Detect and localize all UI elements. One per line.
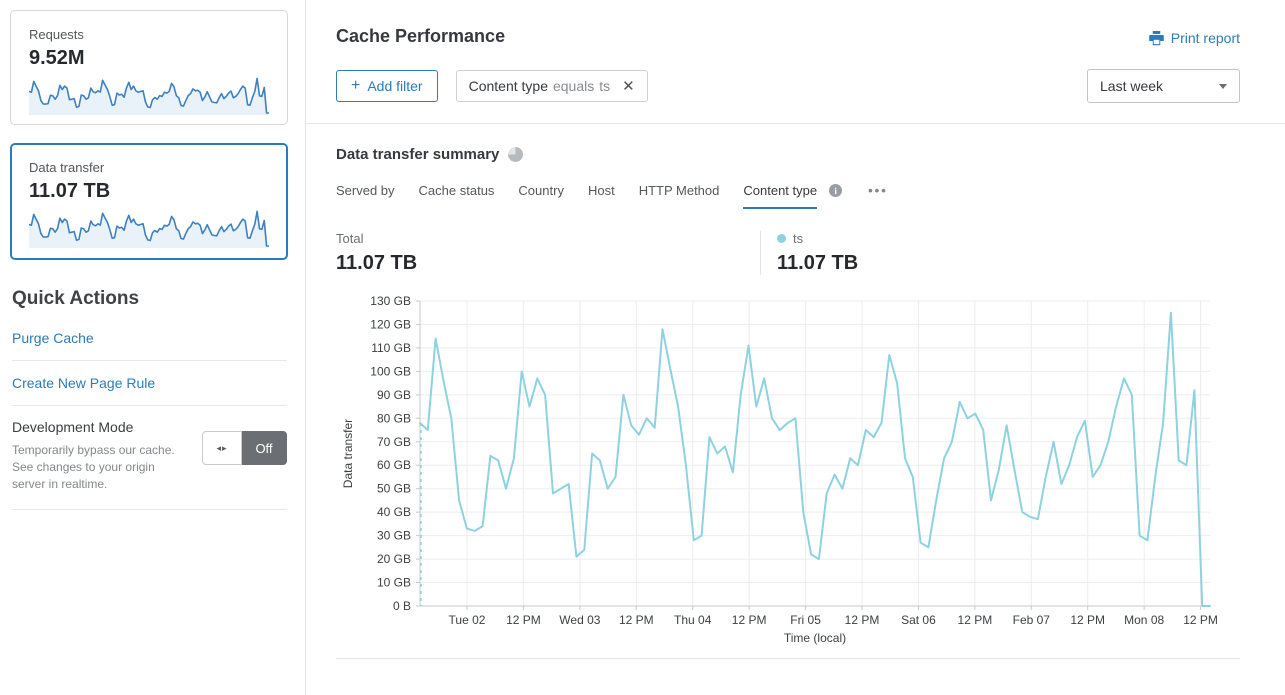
svg-text:0 B: 0 B bbox=[393, 599, 411, 613]
requests-sparkline bbox=[29, 77, 269, 115]
data-transfer-card-label: Data transfer bbox=[29, 160, 105, 175]
filter-chip-value: ts bbox=[599, 78, 611, 94]
svg-text:12 PM: 12 PM bbox=[958, 613, 993, 627]
print-report-label: Print report bbox=[1170, 30, 1240, 46]
summary-tabs: Served by Cache status Country Host HTTP… bbox=[336, 183, 1240, 209]
development-mode-toggle[interactable]: ◂▸ Off bbox=[202, 431, 287, 493]
svg-text:30 GB: 30 GB bbox=[377, 529, 411, 543]
requests-card-value: 9.52M bbox=[29, 47, 85, 69]
svg-text:Fri 05: Fri 05 bbox=[790, 613, 821, 627]
pie-timer-icon bbox=[508, 147, 524, 162]
add-filter-button[interactable]: + Add filter bbox=[336, 70, 438, 102]
create-page-rule-link[interactable]: Create New Page Rule bbox=[12, 361, 287, 406]
svg-text:70 GB: 70 GB bbox=[377, 435, 411, 449]
svg-text:Mon 08: Mon 08 bbox=[1124, 613, 1164, 627]
data-transfer-card-value: 11.07 TB bbox=[29, 180, 111, 202]
svg-text:100 GB: 100 GB bbox=[370, 364, 411, 378]
svg-text:Feb 07: Feb 07 bbox=[1013, 613, 1051, 627]
svg-text:60 GB: 60 GB bbox=[377, 458, 411, 472]
page-title: Cache Performance bbox=[336, 26, 506, 46]
svg-text:80 GB: 80 GB bbox=[377, 411, 411, 425]
bottom-divider bbox=[336, 658, 1240, 659]
toggle-state-label: Off bbox=[242, 431, 287, 465]
tab-country[interactable]: Country bbox=[518, 183, 564, 198]
data-transfer-sparkline bbox=[29, 210, 269, 248]
svg-text:12 PM: 12 PM bbox=[619, 613, 654, 627]
tab-http-method[interactable]: HTTP Method bbox=[638, 183, 720, 198]
svg-text:Wed 03: Wed 03 bbox=[559, 613, 600, 627]
svg-text:20 GB: 20 GB bbox=[377, 552, 411, 566]
development-mode-row: Development Mode Temporarily bypass our … bbox=[12, 406, 287, 510]
svg-text:12 PM: 12 PM bbox=[1183, 613, 1218, 627]
svg-text:130 GB: 130 GB bbox=[370, 294, 411, 308]
sidebar: Requests 9.52M Data transfer 11.07 TB Qu… bbox=[0, 0, 306, 695]
svg-text:40 GB: 40 GB bbox=[377, 505, 411, 519]
toggle-arrows-icon: ◂▸ bbox=[202, 431, 242, 465]
time-range-value: Last week bbox=[1100, 78, 1164, 94]
requests-card[interactable]: Requests 9.52M bbox=[10, 10, 288, 125]
legend-dot bbox=[777, 234, 786, 243]
svg-text:Data transfer: Data transfer bbox=[341, 419, 355, 488]
print-report-button[interactable]: Print report bbox=[1148, 30, 1240, 46]
tab-cache-status[interactable]: Cache status bbox=[418, 183, 495, 198]
add-filter-label: Add filter bbox=[367, 78, 423, 94]
time-range-select[interactable]: Last week bbox=[1087, 69, 1240, 103]
plus-icon: + bbox=[351, 77, 361, 94]
tab-host[interactable]: Host bbox=[587, 183, 615, 198]
quick-actions-section: Quick Actions Purge Cache Create New Pag… bbox=[12, 288, 287, 510]
svg-text:Thu 04: Thu 04 bbox=[674, 613, 712, 627]
header-divider bbox=[306, 123, 1285, 124]
data-transfer-card[interactable]: Data transfer 11.07 TB bbox=[10, 143, 288, 260]
purge-cache-link[interactable]: Purge Cache bbox=[12, 316, 287, 361]
filter-chip-content-type[interactable]: Content type equals ts ✕ bbox=[455, 70, 648, 102]
more-options-button[interactable]: ••• bbox=[868, 183, 888, 198]
filter-chip-operator: equals bbox=[552, 78, 595, 94]
svg-text:12 PM: 12 PM bbox=[1070, 613, 1105, 627]
legend-series-label: ts bbox=[793, 231, 804, 246]
info-icon[interactable]: i bbox=[829, 184, 843, 197]
svg-text:120 GB: 120 GB bbox=[370, 317, 411, 331]
svg-text:10 GB: 10 GB bbox=[377, 576, 411, 590]
svg-text:50 GB: 50 GB bbox=[377, 482, 411, 496]
total-label: Total bbox=[336, 231, 364, 246]
svg-text:Sat 06: Sat 06 bbox=[901, 613, 936, 627]
total-value: 11.07 TB bbox=[336, 252, 418, 274]
development-mode-title: Development Mode bbox=[12, 419, 134, 435]
data-transfer-chart[interactable]: 0 B 10 GB 20 GB 30 GB 40 GB 50 GB 60 GB 70 GB 80… bbox=[336, 289, 1240, 645]
svg-text:Time (local): Time (local) bbox=[784, 631, 846, 645]
tab-content-type[interactable]: Content type bbox=[743, 183, 818, 209]
printer-icon bbox=[1148, 30, 1164, 45]
development-mode-description: Temporarily bypass our cache. See change… bbox=[12, 443, 175, 491]
svg-text:Tue 02: Tue 02 bbox=[449, 613, 486, 627]
svg-text:110 GB: 110 GB bbox=[371, 341, 411, 355]
filter-chip-field: Content type bbox=[468, 78, 548, 94]
summary-title: Data transfer summary bbox=[336, 146, 500, 163]
main-panel: Cache Performance Print report + Add fil… bbox=[306, 0, 1285, 695]
svg-text:12 PM: 12 PM bbox=[506, 613, 541, 627]
svg-text:12 PM: 12 PM bbox=[845, 613, 880, 627]
legend-series-value: 11.07 TB bbox=[777, 252, 859, 274]
svg-text:90 GB: 90 GB bbox=[377, 388, 411, 402]
tab-served-by[interactable]: Served by bbox=[336, 183, 395, 198]
requests-card-label: Requests bbox=[29, 27, 84, 42]
close-icon[interactable]: ✕ bbox=[622, 77, 635, 95]
chevron-down-icon bbox=[1219, 83, 1227, 89]
svg-text:12 PM: 12 PM bbox=[732, 613, 767, 627]
quick-actions-title: Quick Actions bbox=[12, 288, 140, 309]
